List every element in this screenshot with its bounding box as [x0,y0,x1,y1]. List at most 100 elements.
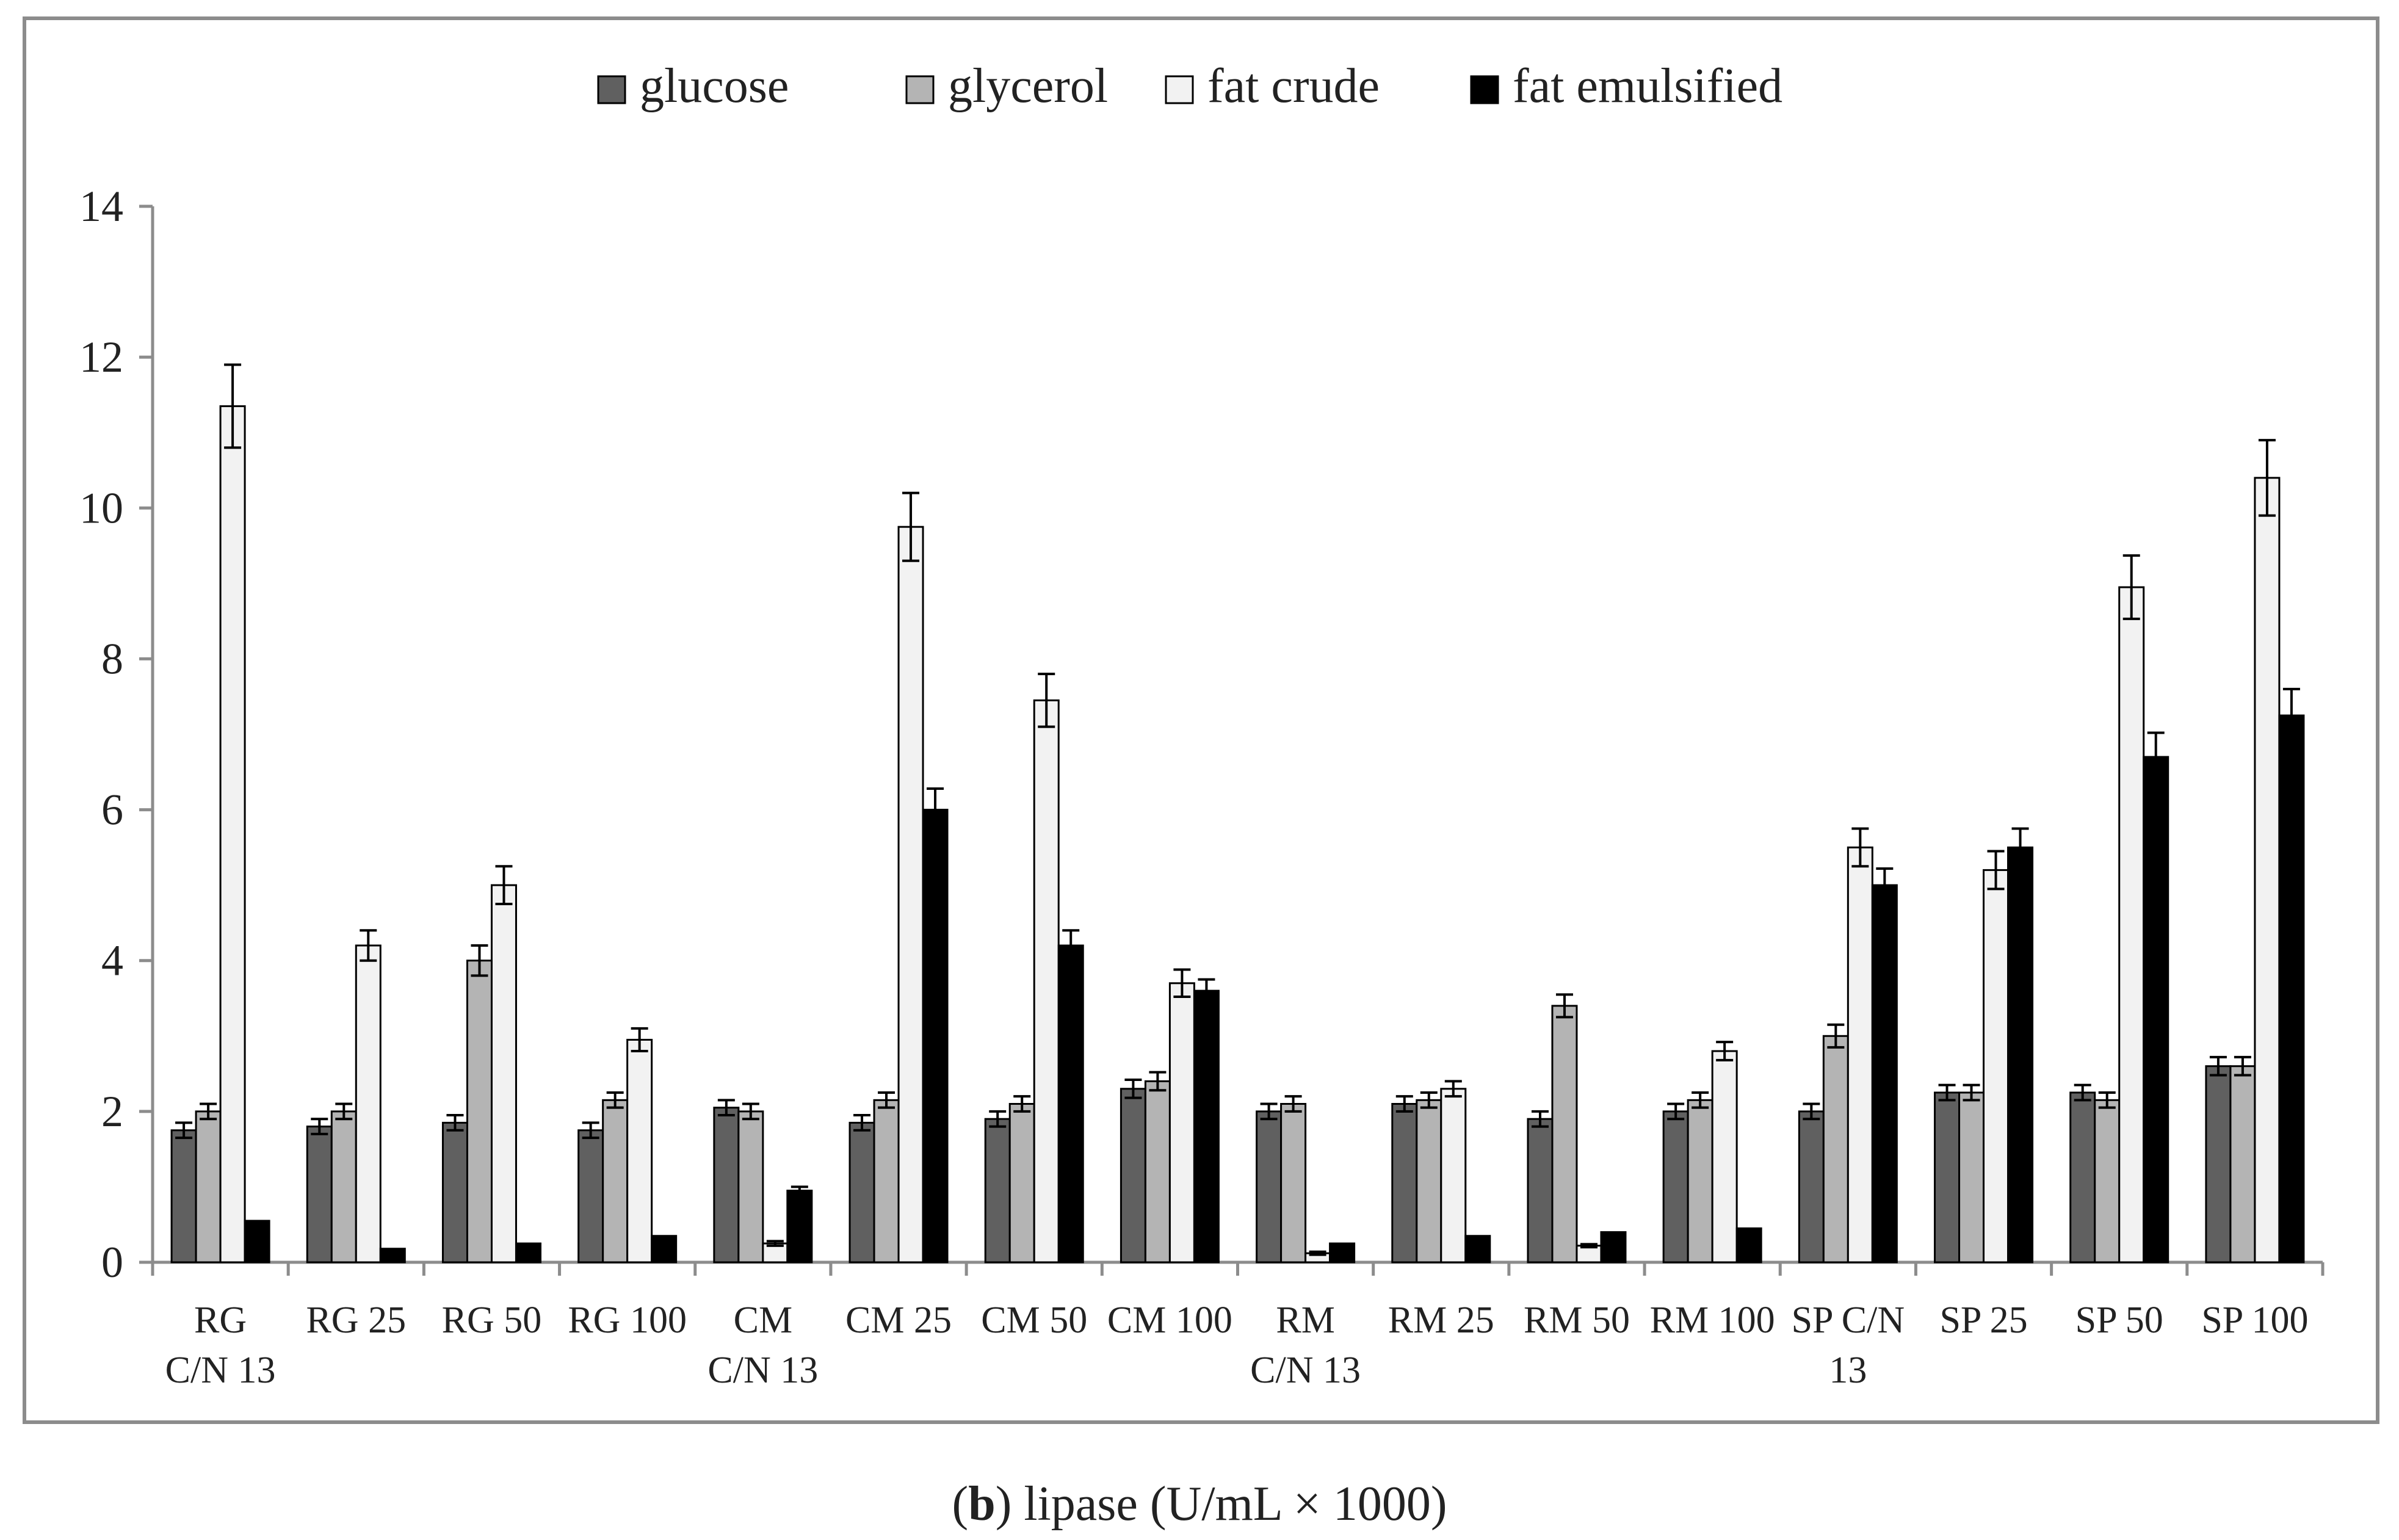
bar-fat-crude [2118,586,2145,1263]
x-category-label: SP C/N [1792,1300,1905,1341]
bar-glycerol [1822,1035,1849,1263]
bar-glucose [577,1129,604,1263]
y-tick-label: 12 [79,333,123,381]
bar-glycerol [1008,1103,1035,1263]
bar-fat-crude [1440,1088,1467,1263]
x-category-label: SP 25 [1939,1300,2027,1341]
bar-glycerol [330,1110,357,1263]
bar-fat-crude [1983,869,2010,1263]
bar-glycerol [873,1099,900,1263]
bar-fat-emulsified [786,1190,813,1263]
x-category-label: SP 100 [2201,1300,2308,1341]
bar-fat-emulsified [244,1220,270,1263]
bar-glycerol [195,1110,222,1263]
bar-glucose [1120,1088,1146,1263]
y-tick-label: 10 [79,483,123,532]
legend-swatch [1165,75,1194,104]
x-category-label: RM 25 [1388,1300,1494,1341]
y-tick-label: 14 [79,182,123,231]
bar-glycerol [1687,1099,1713,1263]
bar-glucose [984,1118,1011,1263]
bar-glucose [849,1121,875,1263]
legend-swatch [597,75,626,104]
plot-area: 0 2 4 6 8 10 12 14 RG C/N 13 RG 25 RG 50 RG 100 CM C/N… [79,182,2325,1391]
bar-fat-emulsified [1057,944,1084,1263]
bar-fat-crude [219,405,246,1263]
x-category-label: RG [194,1300,247,1341]
bar-glucose [1391,1103,1418,1263]
bar-glucose [306,1126,333,1263]
bar-glucose [1934,1091,1961,1263]
y-tick-label: 0 [101,1238,123,1287]
x-category-label: RM 50 [1524,1300,1630,1341]
x-category-label: RG 100 [568,1300,687,1341]
bar-fat-emulsified [1464,1235,1491,1263]
legend-label: fat crude [1207,59,1380,113]
bar-fat-emulsified [2278,714,2305,1263]
y-tick-label: 8 [101,634,123,683]
bar-fat-emulsified [1193,989,1220,1263]
figure-caption: (b) lipase (U/mL × 1000) [952,1477,1447,1531]
x-category-label: CM [734,1300,792,1341]
bar-fat-crude [2254,477,2281,1263]
bar-glucose [1256,1110,1283,1263]
bar-glycerol [2094,1099,2121,1263]
bar-glucose [170,1129,197,1263]
bar-fat-crude [897,526,924,1263]
bar-fat-emulsified [651,1235,678,1263]
y-tick-label: 4 [101,936,123,985]
bar-fat-crude [490,884,517,1263]
y-tick-label: 2 [101,1087,123,1136]
bar-fat-crude [1033,699,1060,1263]
bar-fat-emulsified [1871,884,1898,1263]
x-category-label: SP 50 [2075,1300,2163,1341]
bar-fat-emulsified [2007,846,2034,1263]
bar-fat-crude [355,944,382,1263]
legend-swatch [905,75,935,104]
bar-glycerol [1280,1103,1307,1263]
bar-glucose [1798,1110,1825,1263]
legend-label: glucose [640,59,789,113]
bar-glucose [2069,1091,2096,1263]
x-category-label: C/N 13 [1250,1350,1361,1391]
bar-glycerol [602,1099,629,1263]
bar-fat-emulsified [1735,1227,1762,1263]
bar-glucose [2205,1065,2232,1263]
x-category-label: RM 100 [1650,1300,1775,1341]
bar-fat-crude [1711,1050,1738,1263]
bar-fat-crude [1168,982,1195,1263]
bar-glycerol [2229,1065,2256,1263]
bar-glycerol [1416,1099,1442,1263]
x-category-label: RG 50 [442,1300,542,1341]
x-category-label: CM 50 [981,1300,1087,1341]
x-category-label: C/N 13 [165,1350,276,1391]
bar-fat-emulsified [1329,1242,1356,1263]
bar-fat-emulsified [2143,756,2169,1263]
x-category-label: 13 [1829,1350,1867,1391]
bar-glucose [713,1107,740,1263]
bar-glucose [1527,1118,1554,1263]
bar-fat-crude [626,1038,653,1263]
legend: glucose glycerol fat crude fat emulsified [597,59,1782,113]
x-category-label: CM 25 [845,1300,952,1341]
bar-glycerol [1551,1005,1578,1263]
bar-glycerol [466,960,493,1263]
legend-swatch [1470,75,1499,104]
x-category-label: CM 100 [1107,1300,1232,1341]
bar-fat-emulsified [379,1248,406,1263]
y-tick-label: 6 [101,786,123,834]
legend-label: fat emulsified [1513,59,1782,113]
x-category-label: RG 25 [306,1300,406,1341]
bar-fat-crude [1847,846,1873,1263]
bar-glycerol [737,1110,764,1263]
legend-label: glycerol [948,59,1108,113]
bar-glycerol [1958,1091,1985,1263]
bar-fat-emulsified [515,1242,541,1263]
bar-glucose [1662,1110,1689,1263]
bar-glucose [441,1121,468,1263]
bar-fat-emulsified [922,809,949,1263]
bar-fat-crude [1576,1245,1602,1263]
x-category-label: RM [1276,1300,1334,1341]
bar-fat-emulsified [1600,1231,1627,1263]
